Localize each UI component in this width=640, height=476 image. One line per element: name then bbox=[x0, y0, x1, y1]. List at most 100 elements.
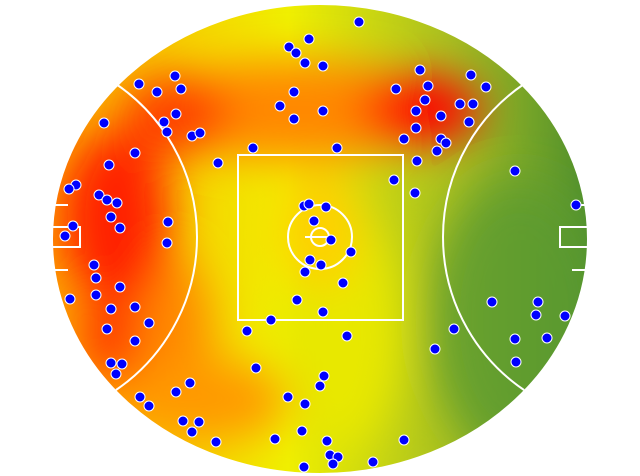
point bbox=[103, 159, 115, 171]
point bbox=[510, 356, 522, 368]
point bbox=[353, 16, 365, 28]
point bbox=[327, 458, 339, 470]
point bbox=[318, 370, 330, 382]
point bbox=[390, 83, 402, 95]
point bbox=[161, 237, 173, 249]
point bbox=[98, 117, 110, 129]
point bbox=[110, 368, 122, 380]
point bbox=[367, 456, 379, 468]
point bbox=[530, 309, 542, 321]
point bbox=[67, 220, 79, 232]
point bbox=[429, 343, 441, 355]
point bbox=[88, 259, 100, 271]
point bbox=[410, 122, 422, 134]
point bbox=[299, 266, 311, 278]
point bbox=[321, 435, 333, 447]
point bbox=[129, 301, 141, 313]
point bbox=[90, 272, 102, 284]
point bbox=[398, 133, 410, 145]
point bbox=[111, 197, 123, 209]
point bbox=[170, 386, 182, 398]
point bbox=[265, 314, 277, 326]
point bbox=[186, 426, 198, 438]
point bbox=[410, 105, 422, 117]
point bbox=[317, 306, 329, 318]
point bbox=[114, 222, 126, 234]
point bbox=[298, 461, 310, 473]
field-lines bbox=[51, 3, 589, 475]
point bbox=[317, 60, 329, 72]
point bbox=[129, 335, 141, 347]
point bbox=[465, 69, 477, 81]
point bbox=[414, 64, 426, 76]
point bbox=[463, 116, 475, 128]
point bbox=[158, 116, 170, 128]
point bbox=[388, 174, 400, 186]
point bbox=[331, 142, 343, 154]
point bbox=[341, 330, 353, 342]
point bbox=[431, 145, 443, 157]
points bbox=[59, 16, 582, 473]
point bbox=[570, 199, 582, 211]
point bbox=[134, 391, 146, 403]
point bbox=[448, 323, 460, 335]
point bbox=[116, 358, 128, 370]
point bbox=[177, 415, 189, 427]
point bbox=[325, 234, 337, 246]
point bbox=[320, 201, 332, 213]
point bbox=[308, 215, 320, 227]
point bbox=[93, 189, 105, 201]
point bbox=[314, 380, 326, 392]
point bbox=[101, 194, 113, 206]
point bbox=[133, 78, 145, 90]
point bbox=[288, 86, 300, 98]
point bbox=[345, 246, 357, 258]
point bbox=[169, 70, 181, 82]
point bbox=[114, 281, 126, 293]
point bbox=[303, 33, 315, 45]
point bbox=[288, 113, 300, 125]
point bbox=[435, 110, 447, 122]
point bbox=[315, 259, 327, 271]
point bbox=[291, 294, 303, 306]
point bbox=[193, 416, 205, 428]
point bbox=[184, 377, 196, 389]
point bbox=[241, 325, 253, 337]
point bbox=[64, 293, 76, 305]
point bbox=[282, 391, 294, 403]
point bbox=[161, 126, 173, 138]
point bbox=[101, 323, 113, 335]
point bbox=[440, 137, 452, 149]
point bbox=[143, 317, 155, 329]
point bbox=[299, 398, 311, 410]
point bbox=[454, 98, 466, 110]
point bbox=[303, 198, 315, 210]
point bbox=[304, 254, 316, 266]
point bbox=[90, 289, 102, 301]
point bbox=[250, 362, 262, 374]
point bbox=[105, 211, 117, 223]
point bbox=[480, 81, 492, 93]
point bbox=[509, 333, 521, 345]
point bbox=[105, 303, 117, 315]
point bbox=[170, 108, 182, 120]
point bbox=[509, 165, 521, 177]
point bbox=[175, 83, 187, 95]
point bbox=[59, 230, 71, 242]
point bbox=[129, 147, 141, 159]
point bbox=[283, 41, 295, 53]
point bbox=[247, 142, 259, 154]
point bbox=[559, 310, 571, 322]
point bbox=[532, 296, 544, 308]
point bbox=[290, 47, 302, 59]
point bbox=[337, 277, 349, 289]
point bbox=[486, 296, 498, 308]
point bbox=[210, 436, 222, 448]
point bbox=[541, 332, 553, 344]
point bbox=[105, 357, 117, 369]
point bbox=[296, 425, 308, 437]
point bbox=[63, 183, 75, 195]
point bbox=[162, 216, 174, 228]
point bbox=[422, 80, 434, 92]
